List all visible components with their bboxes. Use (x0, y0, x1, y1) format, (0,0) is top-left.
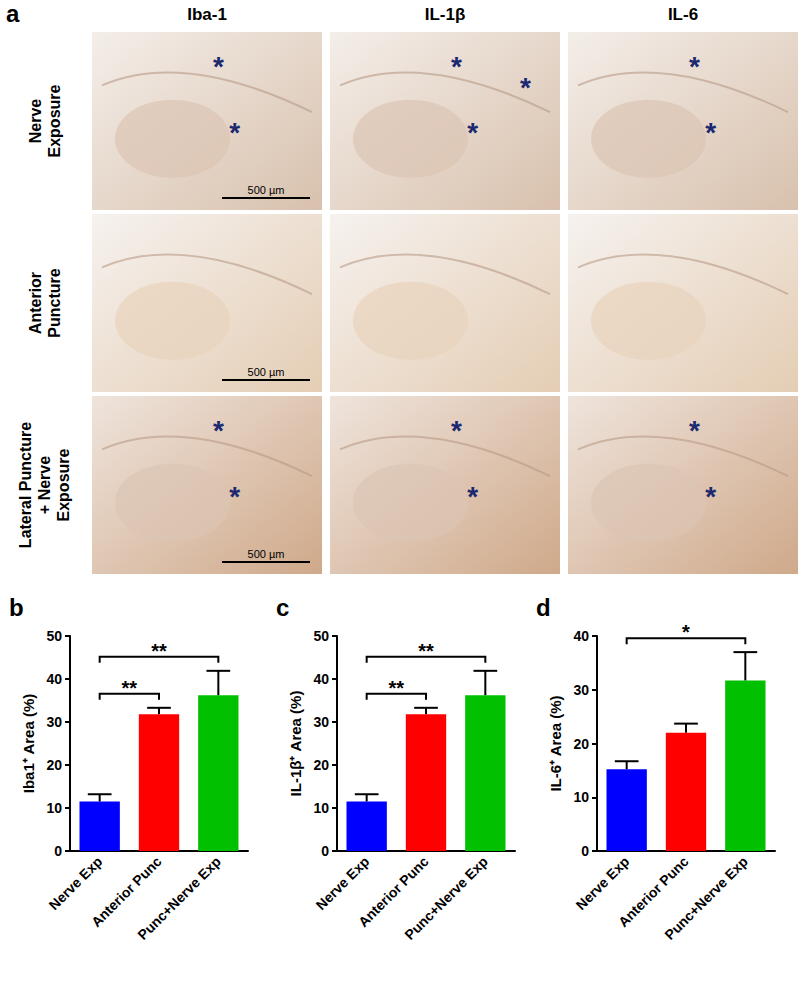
svg-text:Anterior Punc: Anterior Punc (615, 853, 692, 930)
svg-text:*: * (705, 481, 716, 512)
svg-text:IL-6⁺ Area (%): IL-6⁺ Area (%) (547, 695, 564, 791)
svg-text:Exposure: Exposure (55, 448, 72, 521)
svg-text:*: * (451, 415, 462, 446)
svg-text:Nerve Exp: Nerve Exp (313, 853, 373, 913)
svg-text:20: 20 (573, 736, 589, 752)
svg-text:*: * (682, 621, 690, 643)
svg-text:a: a (6, 0, 20, 27)
svg-text:Anterior Punc: Anterior Punc (355, 853, 432, 930)
svg-text:IL-6: IL-6 (668, 5, 698, 24)
svg-text:*: * (213, 415, 224, 446)
svg-text:40: 40 (573, 628, 589, 644)
svg-text:Puncture: Puncture (46, 268, 63, 337)
svg-text:**: ** (389, 677, 405, 699)
svg-text:30: 30 (313, 714, 329, 730)
svg-text:Lateral Puncture: Lateral Puncture (17, 422, 34, 548)
svg-text:*: * (229, 117, 240, 148)
svg-text:b: b (9, 594, 24, 621)
svg-text:IL-1β: IL-1β (425, 5, 466, 24)
svg-text:Punc+Nerve Exp: Punc+Nerve Exp (661, 853, 751, 943)
svg-text:Iba1⁺ Area (%): Iba1⁺ Area (%) (20, 694, 37, 793)
svg-text:0: 0 (54, 843, 62, 859)
svg-text:30: 30 (573, 682, 589, 698)
svg-text:50: 50 (46, 628, 62, 644)
svg-text:*: * (467, 117, 478, 148)
svg-text:Iba-1: Iba-1 (187, 5, 227, 24)
svg-text:**: ** (418, 640, 434, 662)
svg-text:*: * (520, 72, 531, 103)
svg-text:Exposure: Exposure (46, 84, 63, 157)
svg-text:500 µm: 500 µm (248, 184, 285, 196)
svg-text:c: c (276, 594, 289, 621)
svg-text:10: 10 (573, 789, 589, 805)
svg-text:*: * (705, 117, 716, 148)
svg-text:Nerve Exp: Nerve Exp (573, 853, 633, 913)
svg-text:*: * (467, 481, 478, 512)
svg-text:IL-1β⁺ Area (%): IL-1β⁺ Area (%) (287, 691, 304, 797)
svg-text:30: 30 (46, 714, 62, 730)
svg-text:Nerve: Nerve (27, 99, 44, 144)
svg-text:10: 10 (46, 800, 62, 816)
svg-text:500 µm: 500 µm (248, 366, 285, 378)
svg-text:10: 10 (313, 800, 329, 816)
svg-text:0: 0 (581, 843, 589, 859)
svg-text:*: * (229, 481, 240, 512)
svg-text:Nerve Exp: Nerve Exp (46, 853, 106, 913)
svg-text:50: 50 (313, 628, 329, 644)
svg-text:*: * (689, 415, 700, 446)
svg-text:d: d (536, 594, 551, 621)
svg-text:20: 20 (313, 757, 329, 773)
svg-text:*: * (213, 51, 224, 82)
svg-text:500 µm: 500 µm (248, 548, 285, 560)
svg-text:0: 0 (321, 843, 329, 859)
svg-text:**: ** (151, 640, 167, 662)
svg-text:20: 20 (46, 757, 62, 773)
svg-text:40: 40 (313, 671, 329, 687)
svg-text:**: ** (122, 677, 138, 699)
svg-text:+ Nerve: + Nerve (36, 456, 53, 514)
svg-text:Punc+Nerve Exp: Punc+Nerve Exp (401, 853, 491, 943)
svg-text:Anterior Punc: Anterior Punc (88, 853, 165, 930)
svg-text:*: * (451, 51, 462, 82)
svg-text:Punc+Nerve Exp: Punc+Nerve Exp (134, 853, 224, 943)
svg-text:Anterior: Anterior (27, 272, 44, 334)
svg-text:40: 40 (46, 671, 62, 687)
svg-text:*: * (689, 51, 700, 82)
